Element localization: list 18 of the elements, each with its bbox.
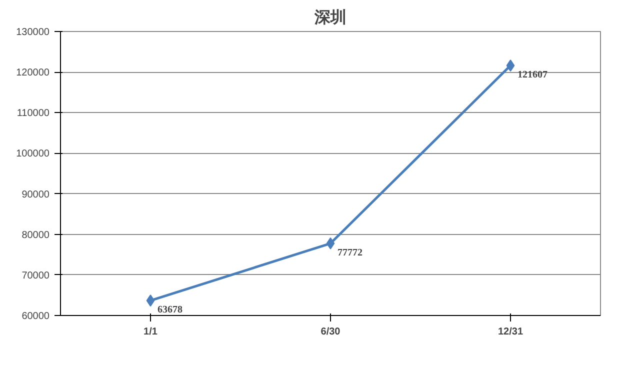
y-tick-label: 110000 [16,108,50,120]
x-tick-label: 6/30 [320,326,341,338]
y-tick-label: 130000 [16,27,50,38]
point [146,294,155,307]
y-tick-label: 60000 [22,311,50,322]
data-label: 63678 [158,304,182,316]
y-tick-label: 70000 [22,270,50,282]
y-tick-label: 100000 [16,148,50,160]
y-tick-label: 120000 [16,68,50,79]
point [326,237,335,250]
point [506,60,515,72]
x-tick-label: 12/31 [498,326,524,338]
y-tick-label: 80000 [22,230,50,241]
chart-title: 深圳 [314,8,346,26]
data-label: 77772 [338,247,362,258]
y-tick-label: 90000 [22,189,50,200]
x-tick-label: 1/1 [144,326,158,338]
data-label: 121607 [518,70,548,81]
